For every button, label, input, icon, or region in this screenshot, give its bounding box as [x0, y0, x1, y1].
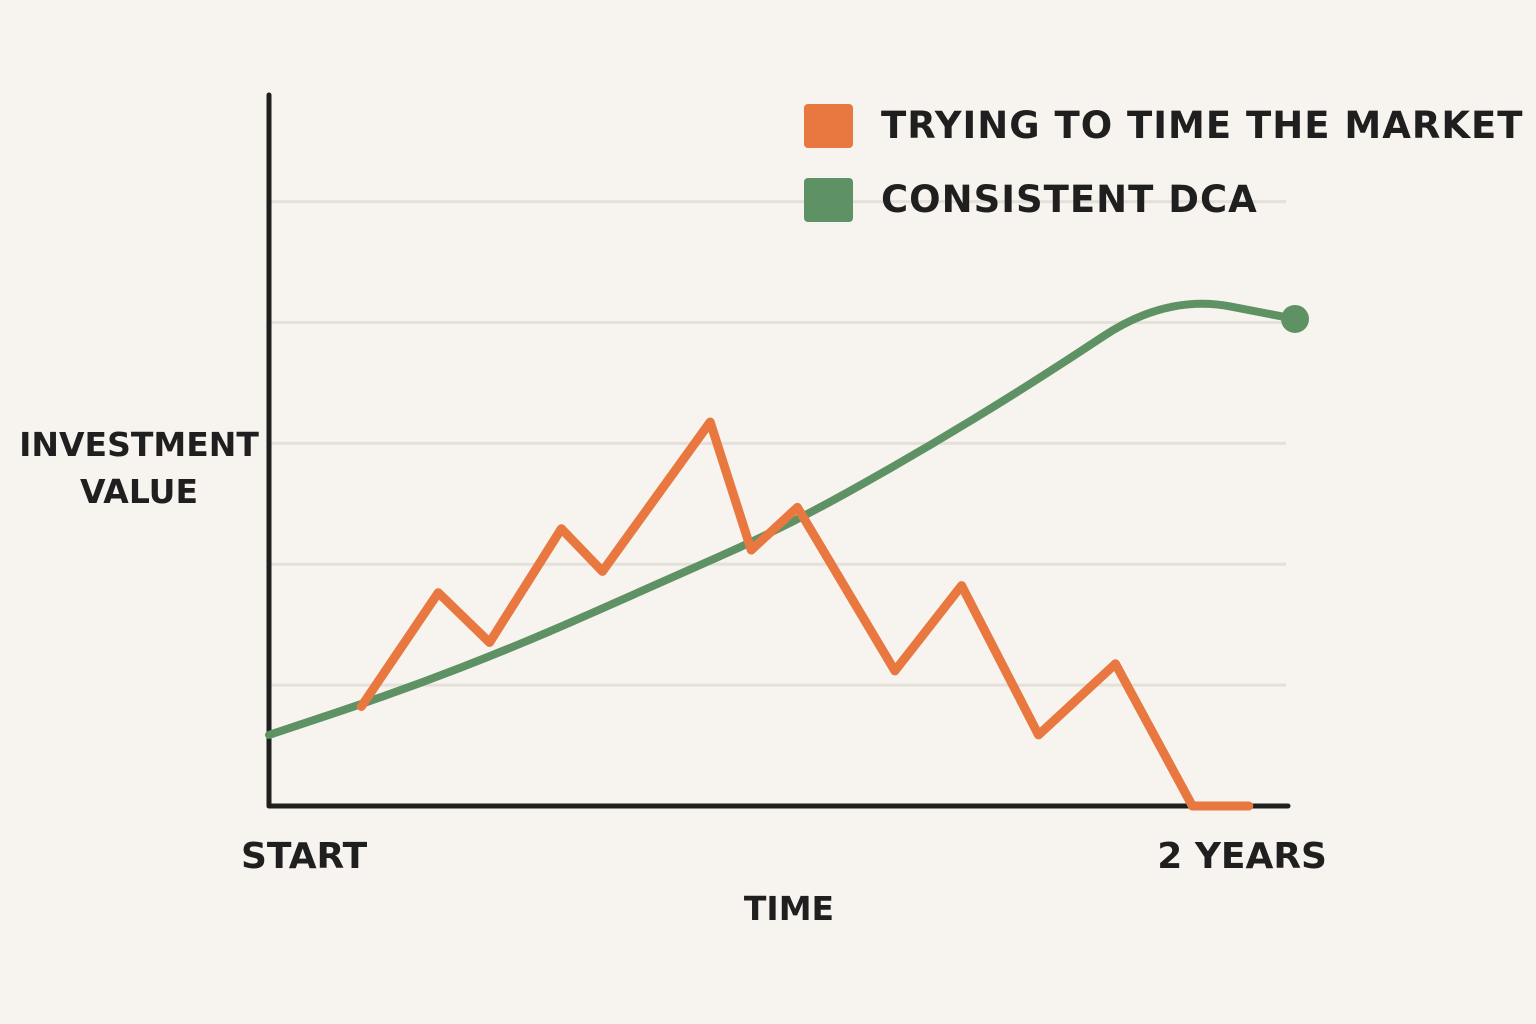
legend-label-dca: CONSISTENT DCA: [881, 178, 1258, 221]
legend-swatch-market-timing: [804, 104, 853, 148]
axes: [266, 92, 1291, 809]
x-tick-label-end: 2 YEARS: [1157, 836, 1327, 877]
series-end-point-dca: [1281, 304, 1309, 333]
legend: TRYING TO TIME THE MARKET CONSISTENT DCA: [804, 104, 1524, 222]
legend-swatch-dca: [804, 178, 853, 222]
series-line-dca: [265, 299, 1299, 739]
legend-label-market-timing: TRYING TO TIME THE MARKET: [881, 104, 1524, 147]
x-tick-label-start: START: [241, 836, 368, 877]
x-axis-title: TIME: [744, 889, 834, 928]
y-axis-title-line-2: VALUE: [80, 472, 198, 511]
gridlines: [269, 200, 1286, 687]
series-group: [265, 299, 1309, 811]
y-axis-title-line-1: INVESTMENT: [19, 425, 259, 464]
series-line-market-timing: [356, 417, 1254, 811]
